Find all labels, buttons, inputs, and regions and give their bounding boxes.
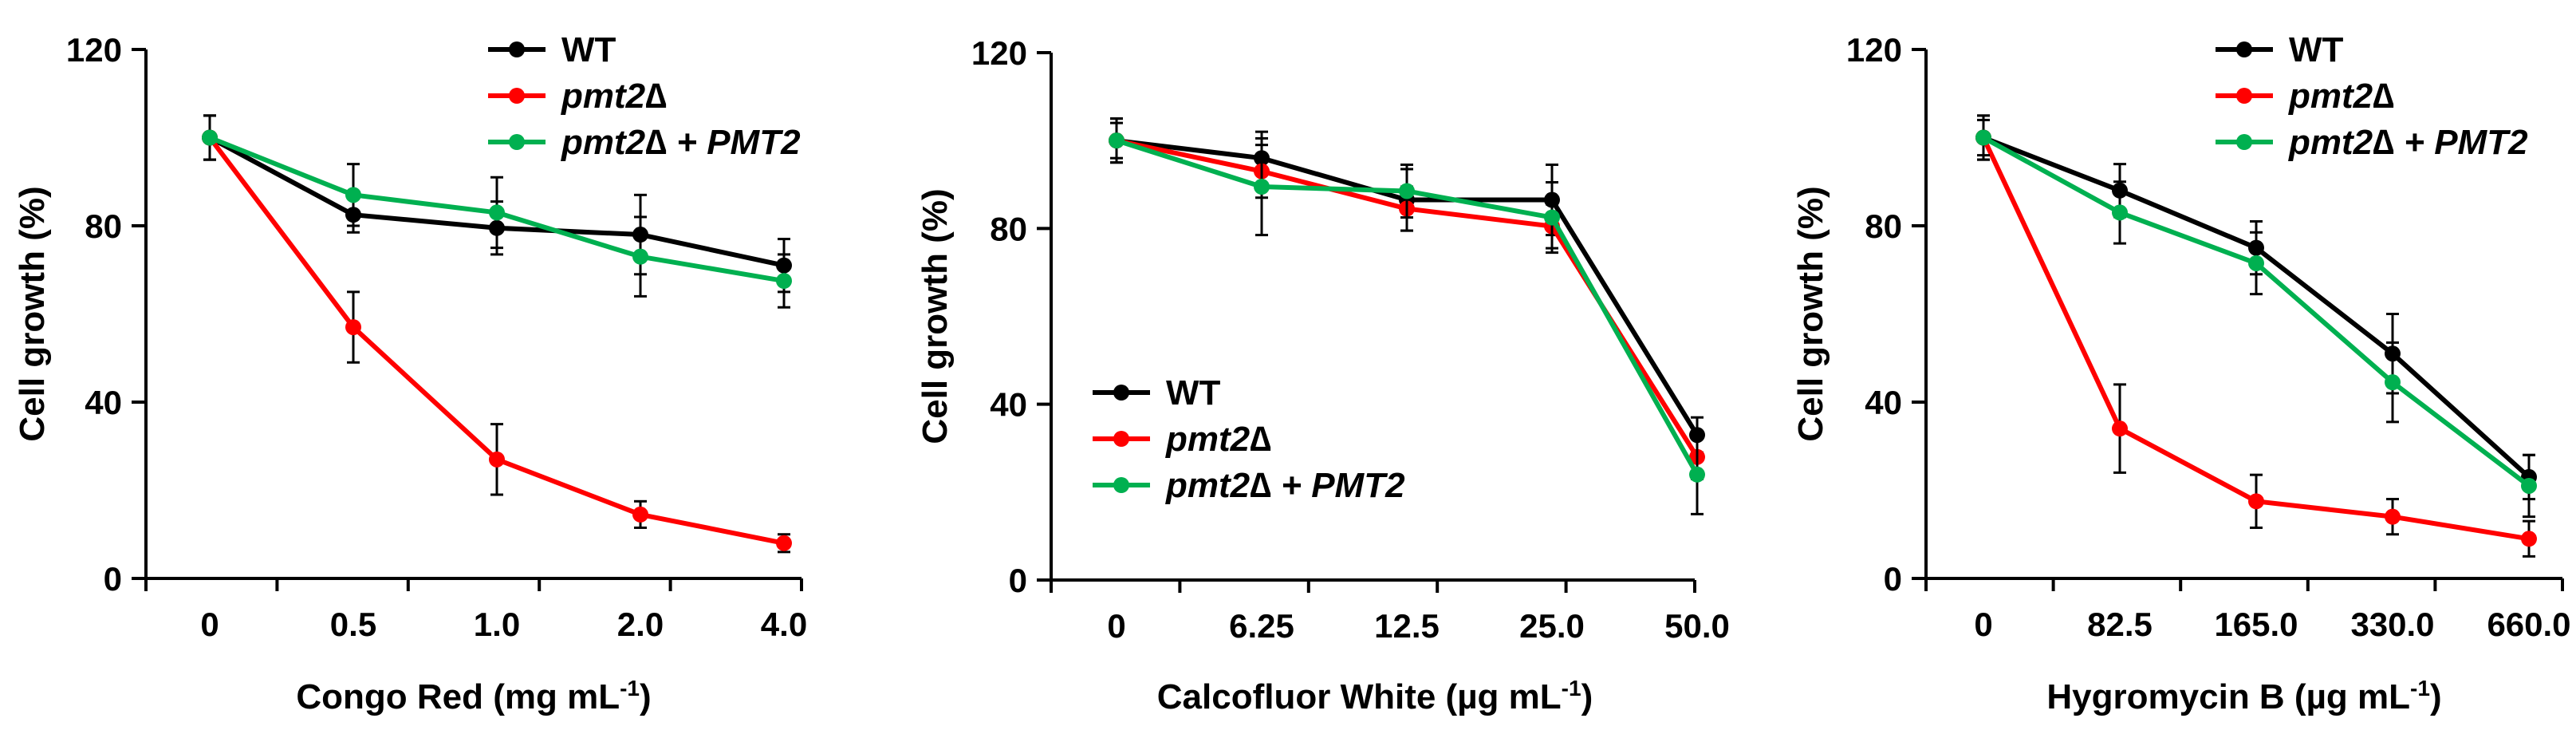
data-point	[2385, 508, 2401, 525]
data-point	[489, 451, 505, 468]
data-point	[345, 187, 361, 203]
y-tick-label: 80	[1865, 207, 1902, 245]
legend-label: WT	[561, 30, 616, 69]
legend-marker	[509, 88, 525, 104]
legend-label: pmt2∆	[561, 77, 667, 116]
data-point	[1689, 466, 1705, 483]
legend: WT pmt2∆ pmt2∆ + PMT2	[488, 30, 801, 162]
x-tick-label: 0.5	[330, 606, 376, 643]
legend-label: WT	[1166, 373, 1221, 412]
chart-panel-3: 0 40 80 120 0 82.5 165.0 330.0 660.0 Hygromycin B…	[1791, 30, 2571, 716]
series-1	[1975, 114, 2537, 501]
data-point	[1975, 129, 1991, 146]
x-tick-label: 2.0	[617, 606, 664, 643]
x-tick-label: 12.5	[1374, 607, 1440, 645]
data-point	[345, 319, 361, 336]
data-point	[632, 506, 648, 523]
x-tick-label: 330.0	[2350, 606, 2434, 643]
y-tick-label: 0	[1884, 560, 1902, 598]
data-point	[632, 248, 648, 265]
y-axis-title: Cell growth (%)	[916, 188, 955, 444]
chart-panel-2: 0 40 80 120 0 6.25 12.5 25.0 50.0 Calcofluor Whit…	[916, 34, 1730, 716]
data-point	[2385, 374, 2401, 391]
legend-label: WT	[2289, 30, 2344, 69]
legend-marker	[1113, 385, 1129, 401]
data-point	[202, 129, 218, 146]
x-tick-label: 6.25	[1229, 607, 1294, 645]
legend-label: pmt2∆ + PMT2	[561, 123, 801, 162]
x-axis-title: Congo Red (mg mL-1)	[296, 676, 651, 716]
data-point	[1399, 183, 1415, 199]
legend-marker	[1113, 431, 1129, 447]
legend-marker	[509, 134, 525, 150]
x-axis-title: Calcofluor White (µg mL-1)	[1157, 676, 1593, 716]
y-tick-label: 120	[66, 31, 122, 69]
series-3	[202, 114, 792, 309]
y-tick-label: 0	[1009, 562, 1027, 599]
x-tick-label: 1.0	[474, 606, 520, 643]
data-point	[2248, 493, 2264, 510]
legend: WT pmt2∆ pmt2∆ + PMT2	[2216, 30, 2528, 162]
x-tick-label: 0	[1974, 606, 1992, 643]
x-tick-label: 82.5	[2087, 606, 2153, 643]
legend-label: pmt2∆	[2288, 77, 2394, 116]
y-tick-label: 40	[85, 384, 122, 421]
legend-marker	[509, 41, 525, 57]
data-point	[2248, 255, 2264, 271]
legend-label: pmt2∆	[1165, 420, 1271, 459]
data-point	[776, 535, 792, 551]
series-3	[1975, 118, 2537, 519]
y-tick-label: 80	[85, 207, 122, 245]
x-tick-label: 660.0	[2487, 606, 2570, 643]
legend-marker	[2236, 41, 2252, 57]
series-3	[1109, 121, 1705, 515]
y-tick-label: 120	[971, 34, 1027, 72]
y-axis-title: Cell growth (%)	[13, 186, 52, 441]
y-tick-label: 40	[1865, 384, 1902, 421]
x-tick-label: 165.0	[2214, 606, 2298, 643]
data-point	[776, 273, 792, 290]
data-point	[1254, 179, 1270, 195]
legend-marker	[2236, 88, 2252, 104]
data-point	[2521, 531, 2537, 547]
data-point	[1109, 132, 1125, 149]
y-tick-label: 120	[1846, 31, 1902, 69]
x-tick-label: 0	[200, 606, 219, 643]
legend-label: pmt2∆ + PMT2	[2288, 123, 2528, 162]
y-axis-title: Cell growth (%)	[1791, 186, 1830, 441]
x-tick-label: 25.0	[1519, 607, 1585, 645]
data-point	[489, 204, 505, 221]
legend-marker	[1113, 477, 1129, 493]
x-tick-label: 4.0	[761, 606, 807, 643]
x-axis-title: Hygromycin B (µg mL-1)	[2046, 676, 2441, 716]
legend-marker	[2236, 134, 2252, 150]
x-tick-label: 0	[1107, 607, 1125, 645]
legend-label: pmt2∆ + PMT2	[1165, 466, 1405, 505]
x-tick-label: 50.0	[1664, 607, 1730, 645]
legend: WT pmt2∆ pmt2∆ + PMT2	[1093, 373, 1405, 505]
y-tick-label: 80	[990, 210, 1027, 247]
data-point	[1544, 209, 1560, 226]
chart-panel-1: 0 40 80 120 0 0.5 1.0 2.0 4.0 Congo Red (mg mL-1)…	[13, 30, 807, 716]
data-point	[2112, 204, 2128, 221]
data-point	[2521, 477, 2537, 494]
data-point	[2112, 420, 2128, 437]
y-tick-label: 0	[104, 560, 122, 598]
y-tick-label: 40	[990, 386, 1027, 424]
